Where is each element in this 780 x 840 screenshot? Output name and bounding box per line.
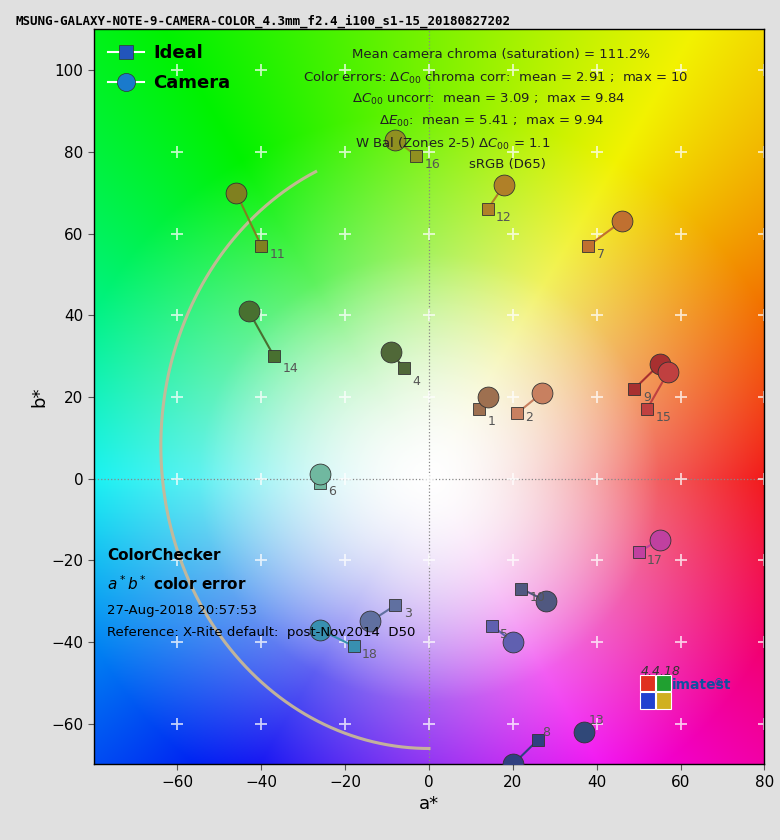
- Text: imatest: imatest: [672, 678, 732, 691]
- Text: 3: 3: [404, 607, 412, 621]
- Text: $\Delta C_{00}$ uncorr:  mean = 3.09 ;  max = 9.84: $\Delta C_{00}$ uncorr: mean = 3.09 ; ma…: [352, 92, 625, 107]
- Text: ColorChecker: ColorChecker: [107, 548, 221, 563]
- Text: $\Delta E_{00}$:  mean = 5.41 ;  max = 9.94: $\Delta E_{00}$: mean = 5.41 ; max = 9.9…: [378, 114, 604, 129]
- Text: Reference: X-Rite default:  post-Nov2014  D50: Reference: X-Rite default: post-Nov2014 …: [107, 627, 416, 639]
- Text: 27-Aug-2018 20:57:53: 27-Aug-2018 20:57:53: [107, 604, 257, 617]
- Text: 5: 5: [500, 627, 509, 641]
- Text: 9: 9: [643, 391, 651, 404]
- Bar: [657, 692, 671, 708]
- Text: Color errors: $\Delta C_{00}$ chroma corr:  mean = 2.91 ;  max = 10: Color errors: $\Delta C_{00}$ chroma cor…: [303, 70, 688, 86]
- Text: 14: 14: [282, 362, 298, 375]
- Text: 4: 4: [412, 375, 420, 387]
- Text: 13: 13: [588, 713, 604, 727]
- Text: 11: 11: [270, 248, 285, 261]
- Bar: [640, 692, 655, 708]
- Text: W Bal (Zones 2-5) $\Delta C_{00}$ = 1.1: W Bal (Zones 2-5) $\Delta C_{00}$ = 1.1: [355, 136, 551, 152]
- Y-axis label: b*: b*: [30, 386, 48, 407]
- Text: 6: 6: [328, 485, 336, 498]
- Text: 1: 1: [488, 416, 495, 428]
- Text: 12: 12: [496, 212, 512, 224]
- Text: 7: 7: [597, 248, 604, 261]
- Text: sRGB (D65): sRGB (D65): [470, 158, 546, 171]
- Text: 2: 2: [526, 412, 534, 424]
- Text: 10: 10: [530, 591, 545, 604]
- Text: 8: 8: [542, 726, 550, 739]
- Bar: [640, 675, 655, 690]
- Text: $a^*b^*$ color error: $a^*b^*$ color error: [107, 575, 246, 594]
- Text: 16: 16: [425, 158, 441, 171]
- Text: MSUNG-GALAXY-NOTE-9-CAMERA-COLOR_4.3mm_f2.4_i100_s1-15_20180827202: MSUNG-GALAXY-NOTE-9-CAMERA-COLOR_4.3mm_f…: [16, 14, 511, 28]
- Text: 15: 15: [655, 412, 672, 424]
- Text: 4.4.18: 4.4.18: [640, 665, 680, 678]
- Text: 18: 18: [362, 648, 378, 661]
- Text: ®: ®: [714, 678, 724, 688]
- Text: Mean camera chroma (saturation) = 111.2%: Mean camera chroma (saturation) = 111.2%: [352, 48, 650, 60]
- Legend: Ideal, Camera: Ideal, Camera: [103, 39, 236, 98]
- X-axis label: a*: a*: [419, 795, 439, 813]
- Bar: [657, 675, 671, 690]
- Text: 17: 17: [647, 554, 663, 567]
